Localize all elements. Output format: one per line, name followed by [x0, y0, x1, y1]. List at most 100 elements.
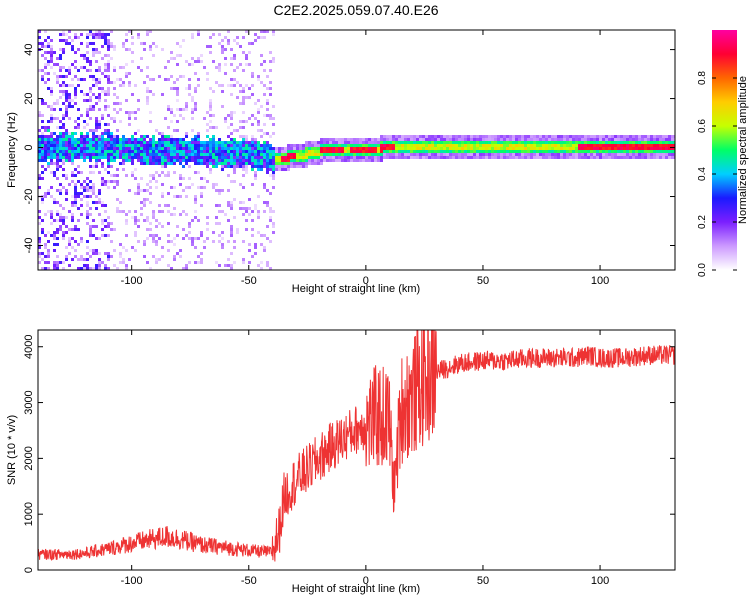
spectrogram-cell — [113, 87, 116, 90]
spectrogram-xtick-label: -50 — [241, 275, 257, 287]
spectrogram-cell — [629, 135, 632, 138]
spectrogram-cell — [65, 84, 68, 87]
spectrogram-cell — [365, 144, 368, 147]
spectrogram-cell — [416, 150, 419, 153]
spectrogram-cell — [125, 267, 128, 270]
spectrogram-cell — [512, 135, 515, 138]
spectrogram-cell — [356, 156, 359, 159]
spectrogram-cell — [50, 45, 53, 48]
spectrogram-cell — [179, 183, 182, 186]
spectrogram-cell — [38, 144, 41, 147]
spectrogram-cell — [305, 156, 308, 159]
spectrogram-cell — [380, 150, 383, 153]
spectrogram-cell — [50, 147, 53, 150]
spectrogram-cell — [47, 42, 50, 45]
spectrogram-cell — [491, 147, 494, 150]
spectrogram-cell — [68, 66, 71, 69]
spectrogram-cell — [167, 141, 170, 144]
spectrogram-cell — [569, 156, 572, 159]
spectrogram-ytick-label: -20 — [23, 189, 35, 205]
spectrogram-cell — [248, 150, 251, 153]
spectrogram-cell — [197, 33, 200, 36]
spectrogram-cell — [209, 114, 212, 117]
spectrogram-cell — [194, 72, 197, 75]
spectrogram-cell — [59, 135, 62, 138]
spectrogram-cell — [386, 138, 389, 141]
spectrogram-cell — [155, 129, 158, 132]
spectrogram-cell — [557, 150, 560, 153]
spectrogram-cell — [110, 240, 113, 243]
spectrogram-cell — [611, 135, 614, 138]
spectrogram-cell — [95, 81, 98, 84]
spectrogram-cell — [662, 153, 665, 156]
spectrogram-cell — [104, 150, 107, 153]
spectrogram-cell — [59, 213, 62, 216]
spectrogram-cell — [254, 177, 257, 180]
spectrogram-cell — [422, 156, 425, 159]
spectrogram-cell — [518, 135, 521, 138]
spectrogram-cell — [74, 186, 77, 189]
spectrogram-cell — [53, 174, 56, 177]
spectrogram-cell — [143, 156, 146, 159]
spectrogram-cell — [152, 141, 155, 144]
spectrogram-cell — [209, 171, 212, 174]
spectrogram-cell — [263, 69, 266, 72]
spectrogram-cell — [347, 138, 350, 141]
spectrogram-cell — [197, 144, 200, 147]
spectrogram-cell — [110, 42, 113, 45]
spectrogram-cell — [176, 153, 179, 156]
spectrogram-cell — [614, 150, 617, 153]
spectrogram-cell — [272, 153, 275, 156]
spectrogram-cell — [269, 135, 272, 138]
spectrogram-cell — [149, 159, 152, 162]
spectrogram-cell — [221, 48, 224, 51]
spectrogram-cell — [188, 222, 191, 225]
spectrogram-cell — [47, 249, 50, 252]
spectrogram-cell — [140, 147, 143, 150]
spectrogram-cell — [272, 30, 275, 33]
spectrogram-cell — [440, 135, 443, 138]
spectrogram-cell — [668, 135, 671, 138]
spectrogram-cell — [131, 153, 134, 156]
spectrogram-cell — [179, 138, 182, 141]
spectrogram-cell — [647, 138, 650, 141]
spectrogram-cell — [50, 210, 53, 213]
spectrogram-cell — [149, 150, 152, 153]
spectrogram-cell — [107, 105, 110, 108]
spectrogram-cell — [95, 162, 98, 165]
spectrogram-cell — [254, 141, 257, 144]
spectrogram-cell — [485, 135, 488, 138]
spectrogram-cell — [68, 117, 71, 120]
spectrogram-cell — [74, 192, 77, 195]
spectrogram-cell — [260, 144, 263, 147]
spectrogram-cell — [191, 156, 194, 159]
spectrogram-cell — [47, 165, 50, 168]
spectrogram-cell — [191, 96, 194, 99]
spectrogram-cell — [671, 156, 674, 159]
spectrogram-cell — [620, 141, 623, 144]
spectrogram-cell — [251, 162, 254, 165]
spectrogram-cell — [380, 135, 383, 138]
spectrogram-cell — [107, 39, 110, 42]
spectrogram-cell — [143, 162, 146, 165]
spectrogram-cell — [95, 126, 98, 129]
spectrogram-cell — [329, 147, 332, 150]
spectrogram-cell — [89, 213, 92, 216]
spectrogram-cell — [425, 153, 428, 156]
spectrogram-cell — [344, 147, 347, 150]
spectrogram-cell — [92, 144, 95, 147]
spectrogram-cell — [113, 156, 116, 159]
spectrogram-cell — [113, 180, 116, 183]
spectrogram-cell — [518, 150, 521, 153]
spectrogram-cell — [194, 144, 197, 147]
spectrogram-cell — [149, 174, 152, 177]
spectrogram-cell — [65, 39, 68, 42]
spectrogram-cell — [323, 159, 326, 162]
spectrogram-cell — [95, 78, 98, 81]
spectrogram-cell — [71, 219, 74, 222]
spectrogram-cell — [194, 159, 197, 162]
spectrogram-cell — [41, 144, 44, 147]
spectrogram-cell — [185, 195, 188, 198]
spectrogram-cell — [251, 72, 254, 75]
